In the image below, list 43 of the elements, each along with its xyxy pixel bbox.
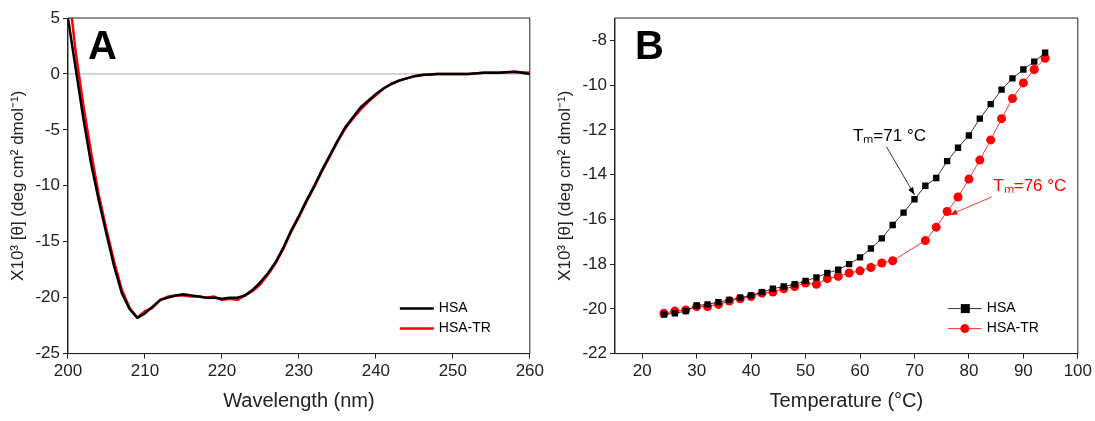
y-tick-label: 5: [50, 7, 60, 27]
x-axis-title: Temperature (°C): [769, 388, 924, 411]
x-tick-label: 100: [1063, 361, 1093, 381]
annotation: A: [87, 23, 117, 68]
x-tick-label: 70: [905, 361, 924, 381]
y-tick-label: -12: [582, 119, 607, 139]
legend-label: HSA: [986, 299, 1017, 316]
y-tick-label: -14: [582, 164, 607, 184]
x-tick-label: 230: [284, 361, 314, 381]
x-tick-label: 40: [741, 361, 761, 381]
y-tick-label: -5: [44, 119, 60, 139]
annotation: Tₘ=76 °C: [993, 176, 1067, 196]
legend-label: HSA: [438, 299, 469, 316]
x-tick-label: 250: [438, 361, 468, 381]
y-tick-label: -22: [582, 343, 607, 363]
x-tick-label: 220: [207, 361, 237, 381]
x-tick-label: 260: [515, 361, 545, 381]
legend-label: HSA-TR: [986, 319, 1039, 336]
y-tick-label: 0: [50, 63, 60, 83]
legend-label: HSA-TR: [438, 319, 491, 336]
x-tick-label: 80: [959, 361, 979, 381]
y-tick-label: -20: [35, 287, 60, 307]
y-tick-label: -10: [35, 175, 60, 195]
y-axis-title: X10³ [θ] (deg cm² dmol⁻¹): [7, 90, 27, 281]
y-axis-title: X10³ [θ] (deg cm² dmol⁻¹): [554, 90, 574, 281]
x-tick-label: 60: [850, 361, 870, 381]
y-tick-label: -15: [35, 231, 60, 251]
x-axis-title: Wavelength (nm): [223, 388, 375, 411]
annotation: Tₘ=71 °C: [852, 125, 926, 145]
y-tick-label: -16: [582, 209, 607, 229]
y-tick-label: -18: [582, 253, 607, 273]
y-tick-label: -10: [582, 74, 607, 94]
x-tick-label: 210: [130, 361, 160, 381]
y-tick-label: -25: [35, 343, 60, 363]
x-tick-label: 90: [1013, 361, 1033, 381]
x-tick-label: 50: [796, 361, 816, 381]
y-tick-label: -8: [591, 30, 607, 50]
annotation: B: [634, 23, 664, 68]
y-tick-label: -20: [582, 298, 607, 318]
x-tick-label: 30: [687, 361, 707, 381]
x-tick-label: 20: [632, 361, 652, 381]
x-tick-label: 200: [53, 361, 83, 381]
x-tick-label: 240: [361, 361, 391, 381]
